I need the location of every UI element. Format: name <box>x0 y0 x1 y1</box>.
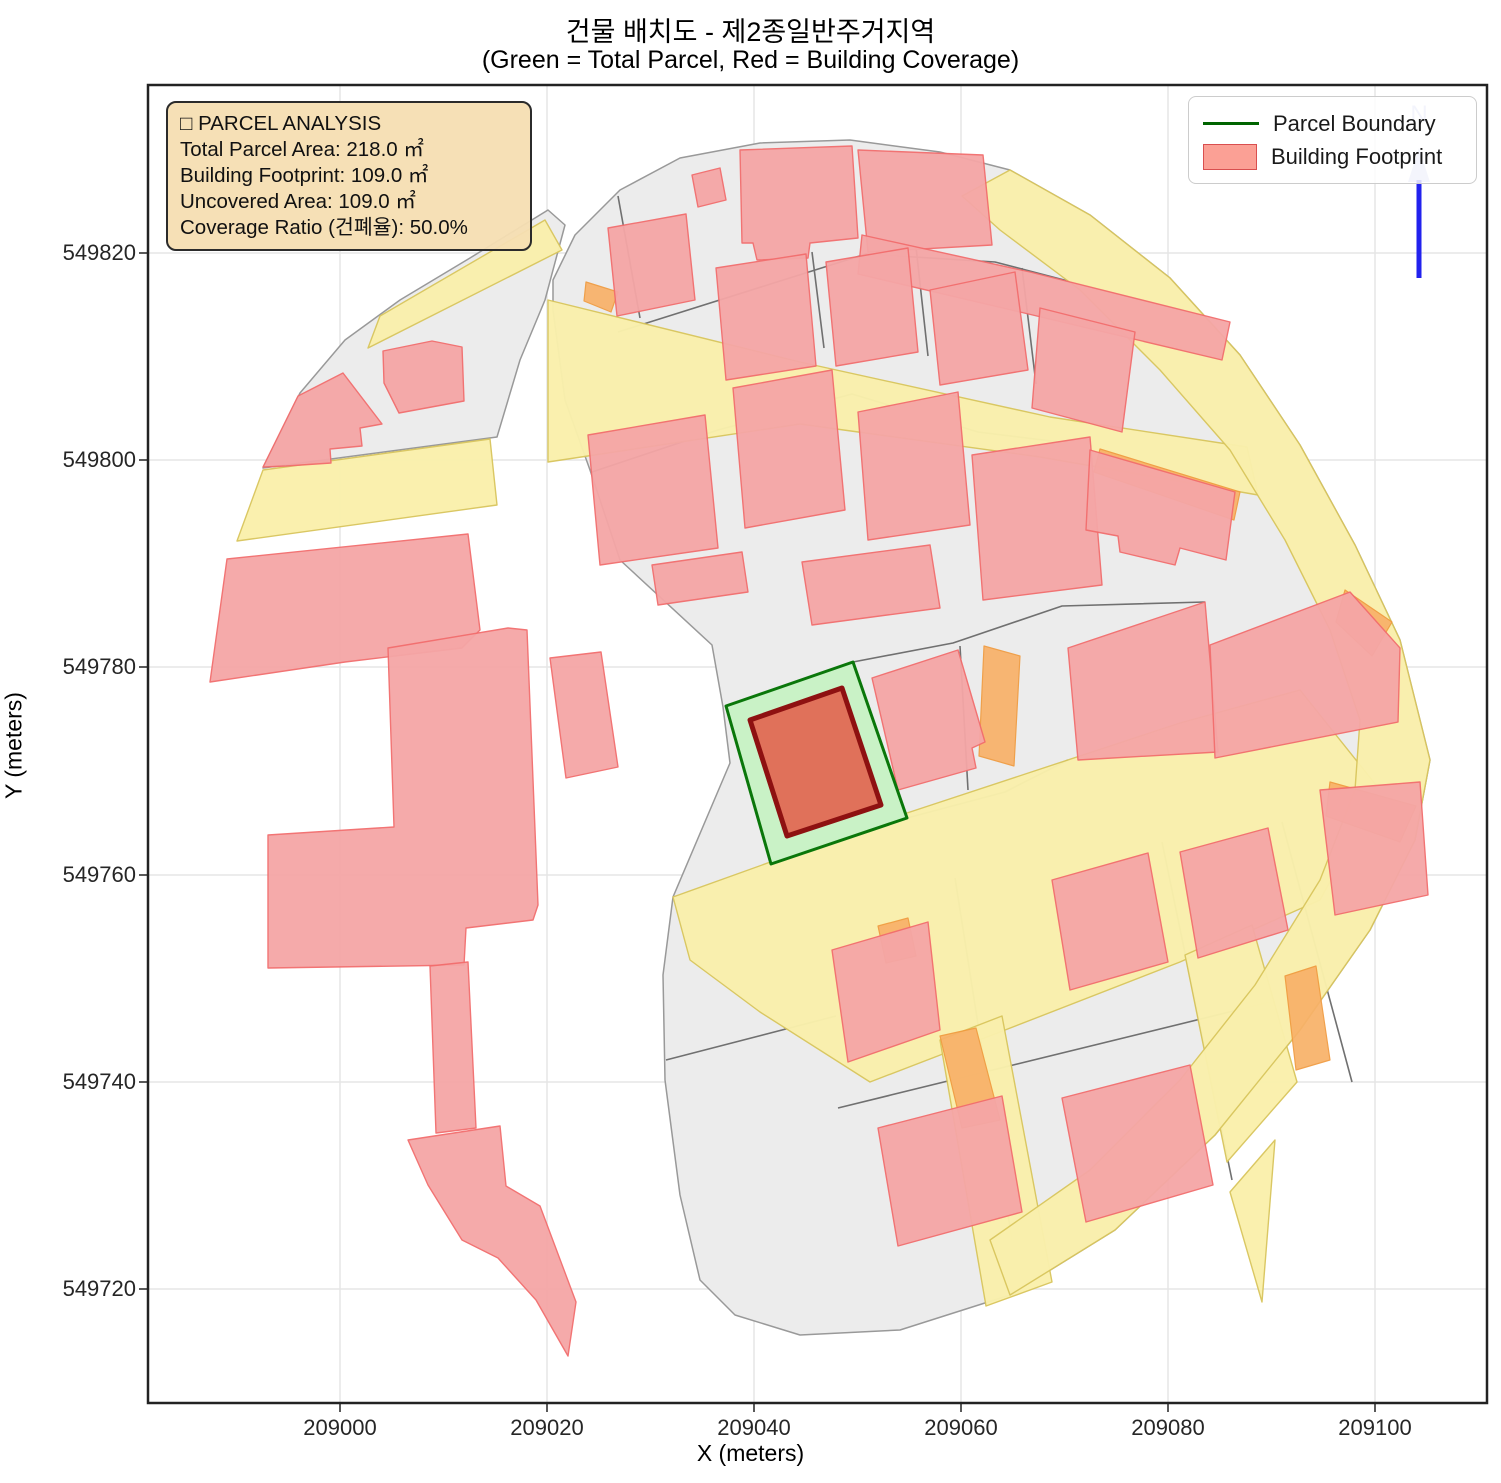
chart-title: 건물 배치도 - 제2종일반주거지역 <box>565 17 936 47</box>
road <box>961 169 1431 1296</box>
building-footprint <box>651 551 749 606</box>
building-footprint <box>1061 1064 1214 1223</box>
y-axis-label: Y (meters) <box>0 692 27 799</box>
legend-item-building-footprint: Building Footprint <box>1203 140 1464 173</box>
infobox-title: □ PARCEL ANALYSIS <box>180 112 382 135</box>
x-tick-label: 209020 <box>510 1415 584 1440</box>
building-footprint <box>857 149 993 253</box>
x-axis-label: X (meters) <box>696 1440 805 1466</box>
building-footprint <box>549 651 619 779</box>
x-tick-label: 209100 <box>1338 1415 1412 1440</box>
y-tick-label: 549800 <box>62 447 136 472</box>
chart-subtitle: (Green = Total Parcel, Red = Building Co… <box>481 46 1020 74</box>
legend-item-parcel-boundary: Parcel Boundary <box>1203 107 1464 140</box>
building-footprint <box>732 369 846 529</box>
building-footprint <box>929 271 1029 386</box>
road-edge-strip <box>1284 965 1331 1071</box>
building-footprint <box>739 145 859 261</box>
building-footprint <box>691 167 727 208</box>
y-tick-label: 549760 <box>62 862 136 887</box>
building-footprint <box>971 436 1103 601</box>
x-tick-label: 209060 <box>924 1415 998 1440</box>
building-footprint <box>1179 827 1289 959</box>
road <box>236 438 498 542</box>
infobox-coverage-ratio: Coverage Ratio (건폐율): 50.0% <box>180 216 468 239</box>
building-footprint <box>429 961 477 1134</box>
parcel-boundary-line <box>852 601 1206 663</box>
building-footprint-swatch <box>1203 143 1257 170</box>
building-footprint <box>825 247 919 367</box>
x-tick-label: 209000 <box>303 1415 377 1440</box>
building-footprint <box>587 414 719 566</box>
highlight-building <box>747 685 884 839</box>
building-footprint <box>1085 449 1236 566</box>
y-tick-label: 549740 <box>62 1069 136 1094</box>
building-footprint <box>857 391 971 541</box>
building-footprint <box>801 544 941 626</box>
y-tick-label: 549820 <box>62 240 136 265</box>
parcel-boundary-line-swatch <box>1203 122 1259 125</box>
building-footprint <box>715 253 817 381</box>
parcel-boundary-line <box>811 251 825 349</box>
infobox-total-parcel-area: Total Parcel Area: 218.0 ㎡ <box>180 138 424 161</box>
building-footprint <box>1209 591 1401 759</box>
building-footprint <box>1051 852 1169 991</box>
building-footprint <box>1031 307 1136 433</box>
building-footprint <box>607 213 696 317</box>
building-footprint <box>382 340 465 414</box>
x-tick-label: 209040 <box>717 1415 791 1440</box>
infobox-uncovered-area: Uncovered Area: 109.0 ㎡ <box>180 190 416 213</box>
parcel-analysis-infobox: □ PARCEL ANALYSIS Total Parcel Area: 218… <box>166 101 532 251</box>
y-tick-label: 549720 <box>62 1276 136 1301</box>
building-footprint <box>262 372 383 468</box>
building-footprint <box>1319 781 1429 916</box>
legend: Parcel Boundary Building Footprint <box>1188 96 1477 184</box>
road-edge-strip <box>583 281 619 313</box>
axes-frame <box>146 83 1489 1405</box>
building-footprint <box>831 921 941 1063</box>
x-tick-label: 209080 <box>1131 1415 1205 1440</box>
infobox-building-footprint: Building Footprint: 109.0 ㎡ <box>180 164 429 187</box>
road-edge-strip <box>978 645 1021 767</box>
building-footprint <box>407 1125 577 1357</box>
y-tick-label: 549780 <box>62 654 136 679</box>
road <box>1229 1139 1276 1303</box>
building-footprint <box>267 627 539 969</box>
building-footprint <box>877 1095 1023 1247</box>
road <box>367 219 563 349</box>
